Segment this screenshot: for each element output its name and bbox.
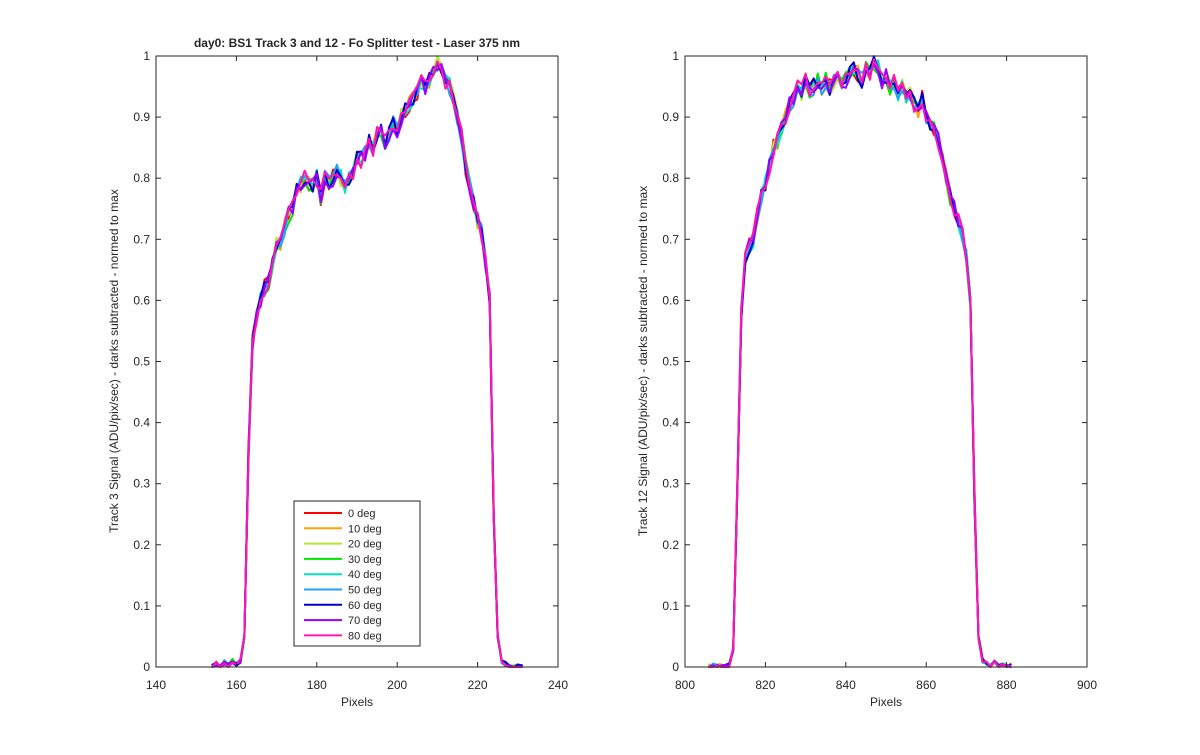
right-x-tick-label: 860 [916,678,936,692]
right-y-tick-label: 0.7 [662,232,679,246]
left-x-tick-label: 200 [387,678,407,692]
right-y-tick-label: 0.1 [662,599,679,613]
left-y-tick-label: 0.7 [133,232,150,246]
left-ticks: 140 160 180 200 220 240 0 0.1 0.2 0.3 0.4 0.5 0.6 0.7… [133,49,568,692]
right-ticks: 800 820 840 860 880 900 0 0.1 0.2 0.3 0.4 0.5 0.6 0.7… [662,49,1097,692]
right-y-axis-label: Track 12 Signal (ADU/pix/sec) - darks su… [636,186,650,536]
right-x-tick-label: 880 [997,678,1017,692]
right-y-tick-label: 0.8 [662,171,679,185]
right-y-tick-label: 0.6 [662,293,679,307]
left-series-group [211,55,523,668]
right-y-tick-label: 1 [672,49,679,63]
right-y-tick-label: 0.3 [662,477,679,491]
left-x-tick-label: 160 [226,678,246,692]
left-series-line-70-deg [211,63,523,668]
left-x-tick-label: 180 [307,678,327,692]
left-panel: 140 160 180 200 220 240 0 0.1 0.2 0.3 0.4 0.5 0.6 0.7… [107,36,568,709]
right-x-tick-label: 840 [836,678,856,692]
right-plot-area [685,56,1087,667]
right-y-tick-label: 0 [672,660,679,674]
legend-label: 20 deg [348,539,382,551]
legend-label: 0 deg [348,508,376,520]
left-x-tick-label: 140 [146,678,166,692]
right-y-tick-label: 0.2 [662,538,679,552]
left-x-tick-label: 240 [548,678,568,692]
left-y-tick-label: 0.9 [133,110,150,124]
left-y-tick-label: 0.3 [133,477,150,491]
left-y-tick-label: 0 [143,660,150,674]
right-series-line-80-deg [708,58,1012,668]
right-series-group [708,55,1012,668]
legend-label: 70 deg [348,615,382,627]
left-series-line-80-deg [211,60,523,668]
legend-label: 50 deg [348,585,382,597]
right-x-tick-label: 820 [755,678,775,692]
left-y-tick-label: 0.1 [133,599,150,613]
left-y-tick-label: 0.8 [133,171,150,185]
legend: 0 deg 10 deg 20 deg 30 deg 40 deg 50 deg 60 de… [293,500,421,647]
right-y-tick-label: 0.5 [662,355,679,369]
right-panel: 800 820 840 860 880 900 0 0.1 0.2 0.3 0.4 0.5 0.6 0.7… [636,49,1097,709]
left-chart-title: day0: BS1 Track 3 and 12 - Fo Splitter t… [194,36,520,50]
right-y-tick-label: 0.4 [662,416,679,430]
legend-label: 80 deg [348,630,382,642]
right-x-tick-label: 800 [675,678,695,692]
right-x-tick-label: 900 [1077,678,1097,692]
legend-label: 40 deg [348,569,382,581]
legend-label: 10 deg [348,523,382,535]
legend-label: 30 deg [348,554,382,566]
left-y-tick-label: 0.5 [133,355,150,369]
left-y-axis-label: Track 3 Signal (ADU/pix/sec) - darks sub… [107,189,121,533]
left-x-tick-label: 220 [468,678,488,692]
right-x-axis-label: Pixels [870,695,902,709]
right-y-tick-label: 0.9 [662,110,679,124]
left-x-axis-label: Pixels [341,695,373,709]
left-y-tick-label: 0.4 [133,416,150,430]
left-y-tick-label: 0.2 [133,538,150,552]
left-y-tick-label: 1 [143,49,150,63]
legend-label: 60 deg [348,600,382,612]
left-y-tick-label: 0.6 [133,293,150,307]
